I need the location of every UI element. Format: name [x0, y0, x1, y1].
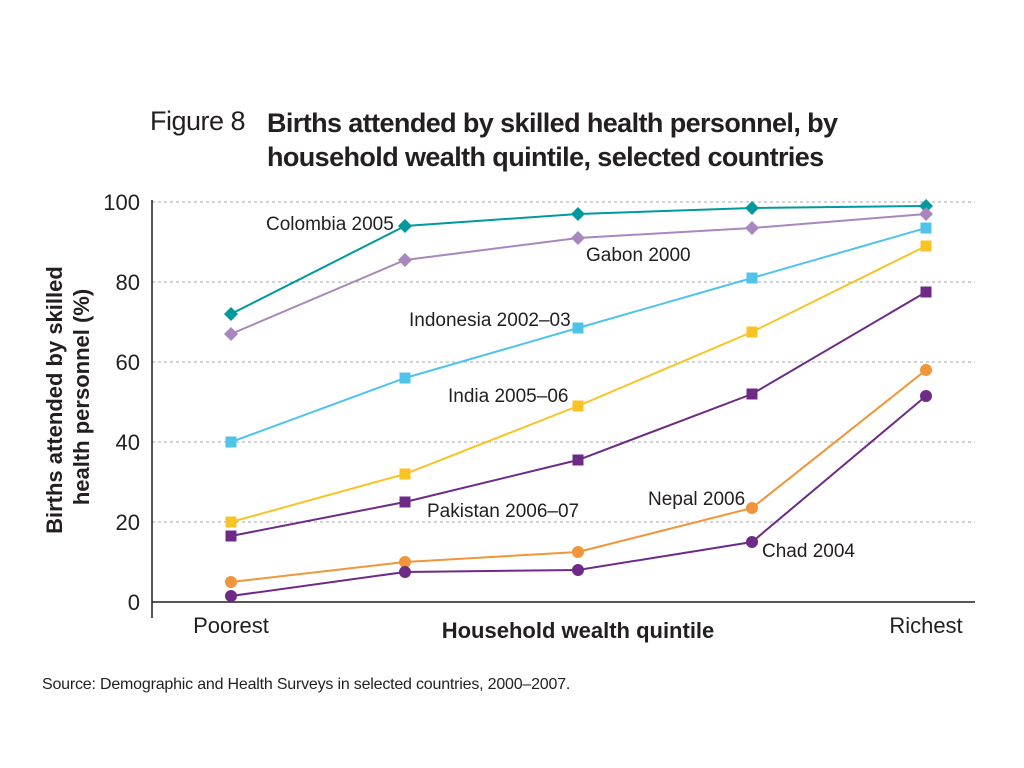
figure-title: Births attended by skilled health person… — [267, 106, 967, 174]
x-category-labels: Poorest Richest — [193, 613, 963, 638]
y-tick-label: 60 — [116, 350, 140, 375]
series-label: Gabon 2000 — [586, 245, 691, 266]
x-category-label: Richest — [889, 613, 962, 638]
figure-label: Figure 8 — [150, 106, 246, 136]
data-point — [572, 564, 584, 576]
series-label: Pakistan 2006–07 — [427, 501, 579, 522]
figure-title-line-1: Births attended by skilled health person… — [267, 108, 838, 138]
data-point — [920, 390, 932, 402]
data-point — [398, 253, 412, 267]
data-point — [572, 454, 584, 466]
data-point — [920, 286, 932, 298]
data-point — [746, 388, 758, 400]
series-markers — [224, 199, 933, 602]
data-point — [399, 496, 411, 508]
axes — [151, 200, 975, 618]
x-category-label: Poorest — [193, 613, 269, 638]
data-point — [224, 307, 238, 321]
data-point — [920, 364, 932, 376]
data-point — [572, 546, 584, 558]
y-tick-label: 0 — [128, 590, 140, 615]
y-tick-label: 100 — [103, 190, 140, 215]
data-point — [572, 400, 584, 412]
data-point — [746, 272, 758, 284]
figure-title-line-2: household wealth quintile, selected coun… — [267, 142, 824, 172]
data-point — [572, 322, 584, 334]
data-point — [919, 207, 933, 221]
series-label: Nepal 2006 — [648, 489, 745, 510]
data-point — [225, 576, 237, 588]
data-point — [746, 502, 758, 514]
data-point — [225, 590, 237, 602]
gridlines — [152, 201, 975, 523]
x-axis-title: Household wealth quintile — [442, 618, 715, 643]
data-point — [399, 468, 411, 480]
data-point — [225, 530, 237, 542]
data-point — [919, 199, 933, 213]
y-axis-title-line-1: Births attended by skilled — [42, 266, 67, 534]
data-point — [225, 436, 237, 448]
data-point — [745, 201, 759, 215]
y-axis-title: Births attended by skilled health person… — [42, 260, 94, 534]
series-label: Chad 2004 — [762, 541, 855, 562]
data-point — [399, 556, 411, 568]
data-point — [225, 516, 237, 528]
data-point — [920, 222, 932, 234]
series-label: India 2005–06 — [448, 386, 568, 407]
data-point — [746, 326, 758, 338]
source-note: Source: Demographic and Health Surveys i… — [42, 676, 571, 693]
data-point — [398, 219, 412, 233]
series-label: Colombia 2005 — [266, 214, 394, 235]
data-point — [745, 221, 759, 235]
series-labels: Colombia 2005 Gabon 2000 Indonesia 2002–03… — [266, 214, 855, 562]
y-axis-title-line-2: health personnel (%) — [69, 289, 94, 505]
data-point — [399, 566, 411, 578]
y-tick-label: 80 — [116, 270, 140, 295]
data-point — [399, 372, 411, 384]
data-point — [571, 231, 585, 245]
data-point — [224, 327, 238, 341]
y-tick-label: 40 — [116, 430, 140, 455]
series-line — [230, 245, 927, 523]
y-tick-labels: 0 20 40 60 80 100 — [103, 190, 140, 615]
data-point — [746, 536, 758, 548]
y-tick-label: 20 — [116, 510, 140, 535]
series-label: Indonesia 2002–03 — [409, 310, 571, 331]
data-point — [920, 240, 932, 252]
data-point — [571, 207, 585, 221]
